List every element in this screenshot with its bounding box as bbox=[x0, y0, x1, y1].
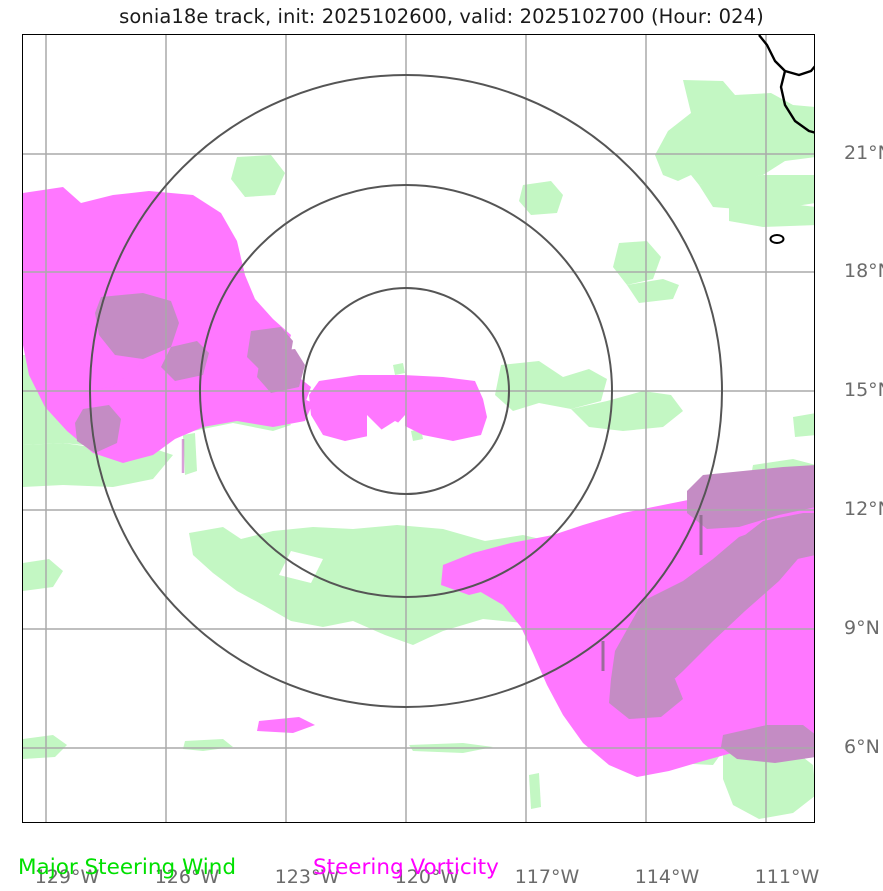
steering-vector-marks bbox=[601, 515, 703, 671]
map-canvas bbox=[23, 35, 814, 822]
island-outline bbox=[769, 234, 785, 244]
y-tick-label-15n: 15°N bbox=[844, 379, 883, 401]
x-tick-label-117w: 117°W bbox=[514, 866, 580, 888]
legend-steering-vorticity: Steering Vorticity bbox=[313, 855, 499, 880]
y-tick-label-9n: 9°N bbox=[844, 617, 880, 639]
range-rings bbox=[89, 74, 723, 708]
x-tick-label-123w: 123°W bbox=[274, 866, 340, 888]
coastline bbox=[758, 35, 814, 134]
x-tick-label-111w: 111°W bbox=[754, 866, 820, 888]
range-ring-inner bbox=[302, 287, 510, 495]
x-tick-label-114w: 114°W bbox=[634, 866, 700, 888]
x-tick-label-126w: 126°W bbox=[154, 866, 220, 888]
y-tick-label-6n: 6°N bbox=[844, 736, 880, 758]
y-tick-label-18n: 18°N bbox=[844, 260, 883, 282]
range-ring-middle bbox=[199, 184, 613, 598]
overlap-shading bbox=[75, 293, 814, 763]
plot-area: 129°W 126°W 123°W 120°W 117°W 114°W 111°… bbox=[22, 34, 883, 888]
range-ring-outer bbox=[89, 74, 723, 708]
plot-frame bbox=[22, 34, 815, 823]
x-tick-label-120w: 120°W bbox=[394, 866, 460, 888]
y-tick-label-12n: 12°N bbox=[844, 498, 883, 520]
x-tick-label-129w: 129°W bbox=[34, 866, 100, 888]
legend-major-steering-wind: Major Steering Wind bbox=[18, 855, 237, 880]
y-tick-label-21n: 21°N bbox=[844, 142, 883, 164]
map-gridlines bbox=[23, 35, 814, 822]
chart-title: sonia18e track, init: 2025102600, valid:… bbox=[119, 5, 764, 28]
